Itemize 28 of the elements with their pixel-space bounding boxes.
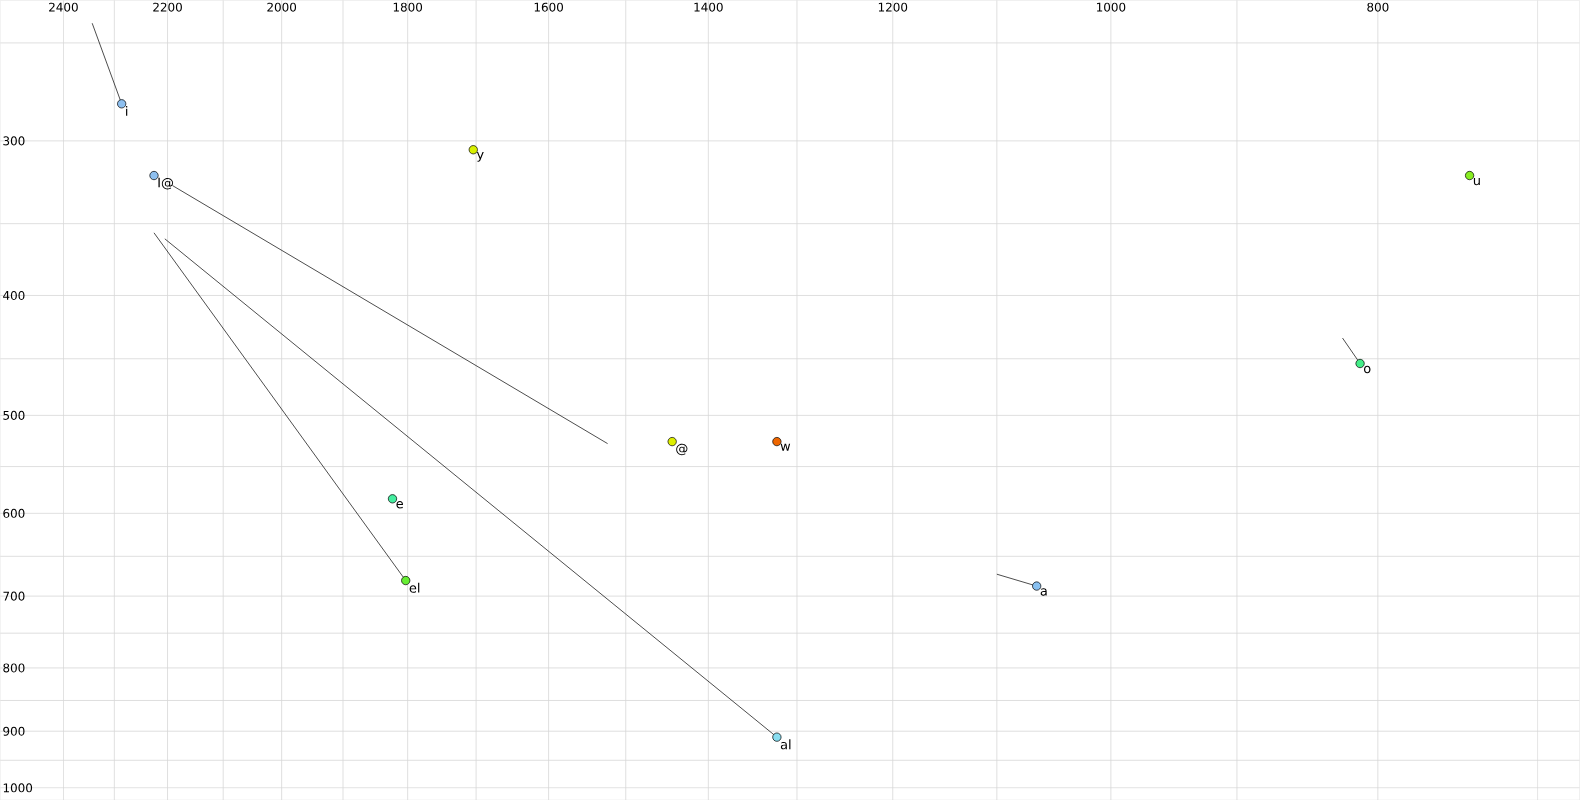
annotation: o	[1363, 365, 1371, 373]
annotation: al	[780, 739, 791, 750]
y-tick-label: 300	[3, 136, 25, 146]
y-tick-label: 900	[3, 726, 25, 736]
x-tick-label: 800	[1367, 2, 1389, 12]
x-tick-label: 2000	[267, 2, 297, 12]
annotation: @	[676, 443, 688, 455]
y-tick-label: 700	[3, 591, 25, 601]
y-tick-label: 400	[3, 290, 25, 300]
annotation: u	[1473, 177, 1480, 185]
annotation: el	[409, 582, 420, 593]
annotation: I@	[158, 177, 174, 190]
x-tick-label: 1800	[393, 2, 423, 12]
x-tick-label: 2200	[153, 2, 182, 12]
annotation: a	[1040, 588, 1047, 596]
annotation: e	[396, 500, 403, 509]
x-tick-label: 1400	[694, 2, 723, 12]
annotation: i	[126, 105, 128, 116]
x-tick-label: 1200	[878, 2, 908, 12]
annotation: y	[476, 151, 484, 162]
y-tick-label: 500	[3, 410, 25, 420]
y-tick-label: 1000	[3, 783, 33, 793]
y-tick-label: 600	[3, 508, 25, 518]
x-tick-label: 1000	[1096, 2, 1126, 12]
annotation: w	[780, 443, 791, 451]
x-tick-label: 1600	[534, 2, 564, 12]
y-tick-label: 800	[3, 663, 25, 673]
x-tick-label: 2400	[49, 2, 78, 12]
